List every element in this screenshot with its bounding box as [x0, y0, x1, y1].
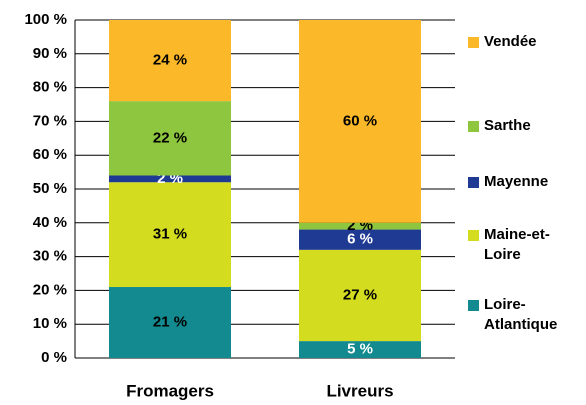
y-tick-label: 40 % [33, 214, 67, 231]
legend-swatch [468, 121, 479, 132]
bar-segment [109, 175, 231, 183]
bar-segment [299, 249, 421, 342]
y-tick-label: 90 % [33, 45, 67, 62]
y-tick-label: 30 % [33, 248, 67, 265]
legend-swatch [468, 300, 479, 311]
y-tick-label: 80 % [33, 79, 67, 96]
y-tick-label: 70 % [33, 112, 67, 129]
x-tick-label: Fromagers [126, 381, 214, 400]
y-tick-label: 0 % [41, 349, 67, 366]
bar-segment [109, 20, 231, 102]
value-label: 24 % [153, 52, 187, 69]
value-label: 31 % [153, 226, 187, 243]
bar-segment [109, 182, 231, 288]
value-label: 22 % [153, 129, 187, 146]
legend-swatch [468, 230, 479, 241]
value-label: 6 % [347, 231, 373, 248]
bar-segment [109, 287, 231, 358]
legend-label: Mayenne [484, 173, 549, 190]
legend-label: Vendée [484, 33, 537, 50]
x-tick-label: Livreurs [326, 381, 393, 400]
y-tick-label: 50 % [33, 180, 67, 197]
y-tick-label: 20 % [33, 281, 67, 298]
bar-segment [299, 20, 421, 223]
value-label: 21 % [153, 313, 187, 330]
legend-swatch [468, 37, 479, 48]
legend-label: Maine-et-Loire [484, 226, 550, 263]
legend-label: Loire-Atlantique [484, 296, 558, 333]
legend-swatch [468, 177, 479, 188]
bar-segment [299, 229, 421, 250]
bar-segment [109, 101, 231, 176]
y-tick-label: 10 % [33, 315, 67, 332]
value-label: 5 % [347, 341, 373, 358]
bar-segment [299, 222, 421, 230]
legend-label: Sarthe [484, 117, 531, 134]
y-tick-label: 60 % [33, 146, 67, 163]
y-tick-label: 100 % [24, 11, 67, 28]
value-label: 27 % [343, 286, 377, 303]
value-label: 60 % [343, 112, 377, 129]
bar-segment [299, 341, 421, 358]
